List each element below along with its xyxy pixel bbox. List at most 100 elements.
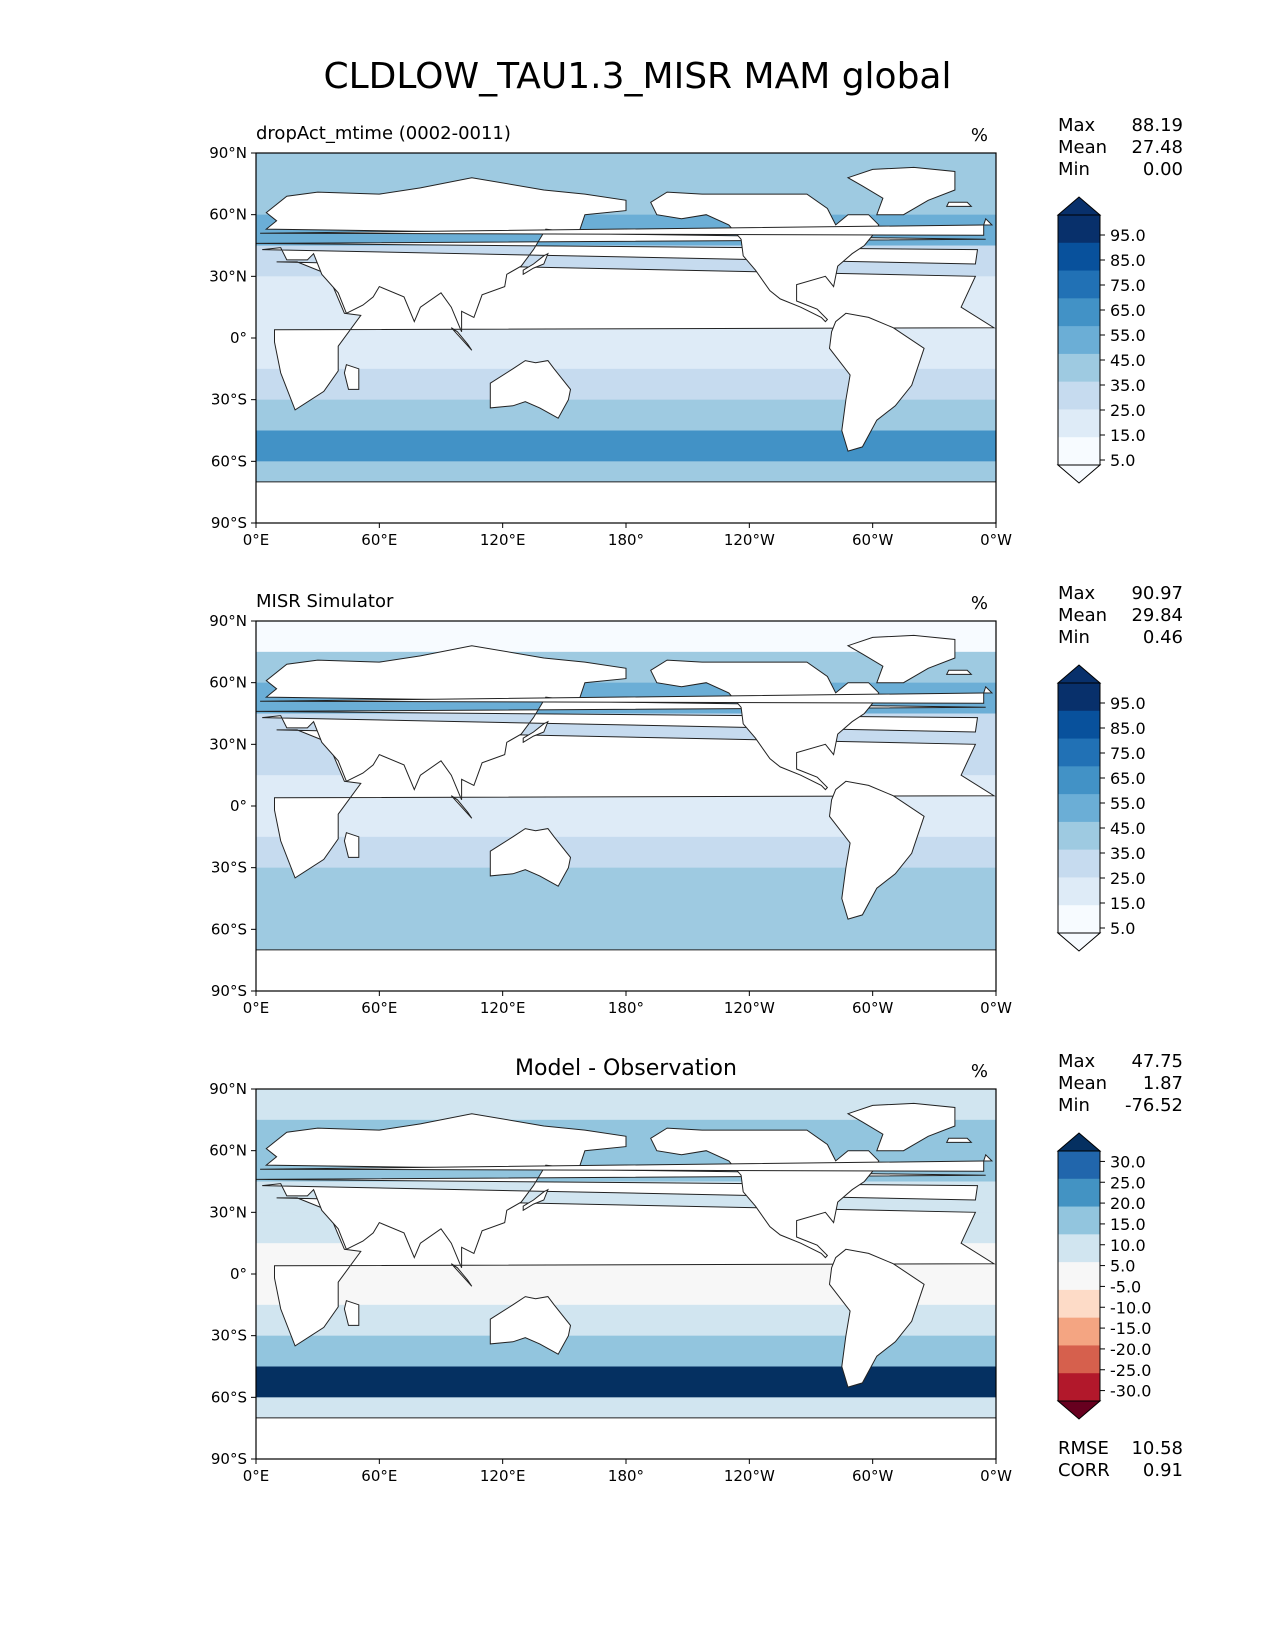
- stat-label: Mean: [1058, 137, 1107, 158]
- colorbar-extend-top: [1056, 196, 1102, 216]
- zonal-band: [256, 1366, 996, 1398]
- figure-title: CLDLOW_TAU1.3_MISR MAM global: [323, 56, 952, 97]
- continent-outline: [828, 1248, 925, 1388]
- ytick-label: 60°S: [211, 1388, 247, 1406]
- continent-outline: [255, 1417, 997, 1460]
- ytick-label: 30°S: [211, 391, 247, 409]
- colorbar-tick-label: -25.0: [1110, 1361, 1151, 1380]
- colorbar-extend-bottom: [1056, 932, 1102, 952]
- colorbar-tick-label: 95.0: [1110, 694, 1146, 713]
- stat-label: Max: [1058, 583, 1096, 604]
- xtick-label: 120°E: [480, 999, 526, 1017]
- colorbar-tick-label: -30.0: [1110, 1382, 1151, 1401]
- continent-outline: [945, 1137, 973, 1143]
- continent-outline: [489, 360, 572, 419]
- ytick-label: 90°N: [209, 144, 247, 162]
- colorbar-tick-label: 25.0: [1110, 401, 1146, 420]
- ytick-label: 30°S: [211, 859, 247, 877]
- ytick-label: 60°S: [211, 920, 247, 938]
- colorbar-segment: [1058, 905, 1100, 934]
- colorbar-tick-label: 35.0: [1110, 844, 1146, 863]
- ytick-label: 0°: [230, 797, 247, 815]
- ytick-label: 90°N: [209, 612, 247, 630]
- panel-test: dropAct_mtime (0002-0011) % 90°N 60°N 30°N 0°…: [209, 115, 1183, 549]
- continent-outline: [450, 1263, 473, 1287]
- colorbar-tick-label: 85.0: [1110, 251, 1146, 270]
- colorbar-tick-label: 25.0: [1110, 1173, 1146, 1192]
- colorbar-segment: [1058, 437, 1100, 466]
- colorbar-tick-label: 15.0: [1110, 426, 1146, 445]
- continent-outline: [522, 1188, 549, 1212]
- colorbar-tick-label: 75.0: [1110, 744, 1146, 763]
- colorbar-extend-bottom: [1056, 1400, 1102, 1420]
- ytick-label: 60°N: [209, 206, 247, 224]
- colorbar: 95.0 85.0 75.0 65.0 55.0 45.0 35.0 25.0 15.0 5.0: [1056, 196, 1146, 484]
- continent-outline: [260, 217, 994, 236]
- colorbar-segment: [1058, 270, 1100, 299]
- ytick-label: 30°S: [211, 1327, 247, 1345]
- xtick-label: 60°W: [852, 999, 894, 1017]
- colorbar-segment: [1058, 1178, 1100, 1208]
- colorbar-segment: [1058, 710, 1100, 740]
- colorbar-tick-label: 5.0: [1110, 1257, 1135, 1276]
- continent-outline: [450, 795, 473, 819]
- continent-outline: [255, 177, 986, 332]
- metric-value: 10.58: [1131, 1438, 1183, 1459]
- continent-outline: [846, 166, 956, 216]
- colorbar-segment: [1058, 215, 1100, 244]
- xtick-label: 120°W: [724, 531, 775, 549]
- xtick-label: 120°W: [724, 999, 775, 1017]
- colorbar-segment: [1058, 1206, 1100, 1235]
- colorbar-tick-label: 55.0: [1110, 326, 1146, 345]
- stat-label: Min: [1058, 1095, 1090, 1116]
- colorbar-frame: [1057, 214, 1101, 466]
- xtick-label: 0°E: [243, 999, 270, 1017]
- colorbar-tick-label: 5.0: [1110, 919, 1135, 938]
- colorbar-segment: [1058, 738, 1100, 767]
- xtick-label: 120°W: [724, 1467, 775, 1485]
- colorbar-tick-label: 15.0: [1110, 894, 1146, 913]
- continent-outline: [846, 1102, 956, 1152]
- xtick-label: 60°E: [361, 999, 397, 1017]
- colorbar-tick-label: -5.0: [1110, 1277, 1141, 1296]
- colorbar-segment: [1058, 877, 1100, 906]
- ytick-label: 60°S: [211, 452, 247, 470]
- colorbar-segment: [1058, 1317, 1100, 1346]
- colorbar-tick-label: 35.0: [1110, 376, 1146, 395]
- panel-difference: Model - Observation % 90°N 60°N 30°N 0° 30°S 60…: [209, 1051, 1183, 1485]
- colorbar-segment: [1058, 242, 1100, 272]
- ytick-label: 90°N: [209, 1080, 247, 1098]
- xtick-label: 180°: [608, 531, 644, 549]
- colorbar-extend-top: [1056, 664, 1102, 684]
- colorbar-tick-label: 15.0: [1110, 1215, 1146, 1234]
- colorbar-tick-label: 75.0: [1110, 276, 1146, 295]
- colorbar-tick-label: 10.0: [1110, 1236, 1146, 1255]
- stat-label: Min: [1058, 159, 1090, 180]
- continent-outline: [650, 191, 880, 323]
- stat-value: 47.75: [1131, 1051, 1183, 1072]
- continent-outline: [828, 312, 925, 452]
- colorbar-segment: [1058, 1262, 1100, 1291]
- xtick-label: 0°E: [243, 1467, 270, 1485]
- colorbar-segment: [1058, 821, 1100, 851]
- colorbar: 30.0 25.0 20.0 15.0 10.0 5.0-5.0 -10.0 -15.0 -20…: [1056, 1132, 1151, 1420]
- colorbar-segment: [1058, 766, 1100, 795]
- stat-label: Mean: [1058, 605, 1107, 626]
- colorbar-segment: [1058, 1345, 1100, 1374]
- colorbar-tick-label: 65.0: [1110, 301, 1146, 320]
- continent-outline: [343, 1300, 360, 1326]
- continent-outline: [255, 645, 986, 800]
- stat-label: Min: [1058, 627, 1090, 648]
- colorbar-segment: [1058, 1289, 1100, 1319]
- ytick-label: 60°N: [209, 674, 247, 692]
- stat-label: Max: [1058, 115, 1096, 136]
- colorbar-tick-label: 20.0: [1110, 1194, 1146, 1213]
- continent-outline: [945, 669, 973, 675]
- xtick-label: 60°E: [361, 1467, 397, 1485]
- xtick-label: 180°: [608, 999, 644, 1017]
- colorbar-tick-label: 45.0: [1110, 351, 1146, 370]
- metric-label: RMSE: [1058, 1438, 1109, 1459]
- colorbar-tick-label: -20.0: [1110, 1340, 1151, 1359]
- xtick-label: 60°W: [852, 531, 894, 549]
